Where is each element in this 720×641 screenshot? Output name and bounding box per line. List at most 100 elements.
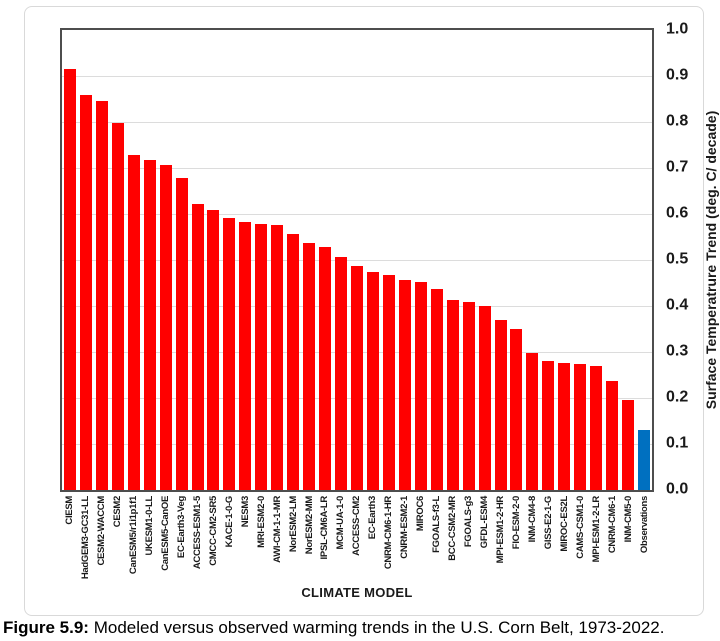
x-tick-label: MRI-ESM2-0	[255, 496, 267, 548]
x-tick-cell: ACCESS-ESM1-5	[190, 496, 206, 588]
x-tick-label: INM-CM5-0	[622, 496, 634, 543]
bar-GFDL-ESM4	[478, 306, 491, 490]
x-tick-label: CNRM-ESM2-1	[399, 496, 411, 559]
x-tick-label: KACE-1-0-G	[223, 496, 235, 548]
bar-MCM-UA-1-0	[335, 256, 348, 490]
x-tick-label: ACCESS-CM2	[351, 496, 363, 556]
bar-EC-Earth3-Veg	[175, 177, 188, 490]
bar-MRI-ESM2-0	[255, 223, 268, 490]
x-tick-label: CanESM5/r1i1p1f1	[128, 496, 140, 575]
bar-NESM3	[239, 221, 252, 490]
x-tick-label: Observations	[638, 496, 650, 554]
x-tick-label: FGOALS-f3-L	[431, 496, 443, 553]
x-tick-label: CMCC-CM2-SR5	[207, 496, 219, 566]
y-tick-label: 0.2	[666, 388, 689, 406]
x-tick-cell: IPSL-CM6A-LR	[317, 496, 333, 588]
x-tick-cell: INM-CM5-0	[620, 496, 636, 588]
bar-CNRM-CM6-1-HR	[382, 275, 395, 490]
x-tick-label: MPI-ESM1-2-LR	[590, 496, 602, 563]
x-tick-cell: MRI-ESM2-0	[253, 496, 269, 588]
bar-NorESM2-MM	[303, 242, 316, 490]
x-tick-cell: CanESM5/r1i1p1f1	[126, 496, 142, 588]
x-tick-cell: NorESM2-MM	[301, 496, 317, 588]
x-tick-cell: MIROC6	[413, 496, 429, 588]
x-tick-cell: BCC-CSM2-MR	[445, 496, 461, 588]
bar-MPI-ESM1-2-HR	[494, 320, 507, 490]
x-tick-label: HadGEM3-GC31-LL	[80, 496, 92, 580]
y-tick-label: 0.8	[666, 112, 689, 130]
plot-area	[60, 28, 654, 492]
x-axis-title: CLIMATE MODEL	[301, 585, 413, 600]
y-axis-title: Surface Temperatrure Trend (deg. C/ deca…	[703, 110, 719, 410]
bar-GISS-E2-1-G	[542, 360, 555, 490]
bar-ACCESS-ESM1-5	[191, 203, 204, 490]
figure-caption-text: Modeled versus observed warming trends i…	[93, 618, 665, 637]
x-tick-label: NESM3	[239, 496, 251, 528]
x-tick-cell: HadGEM3-GC31-LL	[78, 496, 94, 588]
y-tick-label: 0.6	[666, 204, 689, 222]
x-tick-label: EC-Earth3	[367, 496, 379, 540]
y-tick-label: 0.0	[666, 480, 689, 498]
bar-CESM2	[111, 122, 124, 490]
x-tick-cell: INM-CM4-8	[525, 496, 541, 588]
x-tick-cell: EC-Earth3-Veg	[174, 496, 190, 588]
bar-MIROC6	[414, 281, 427, 490]
bar-AWI-CM-1-1-MR	[271, 225, 284, 490]
x-tick-cell: GISS-E2-1-G	[541, 496, 557, 588]
y-tick-label: 0.7	[666, 158, 689, 176]
bar-CESM2-WACCM	[95, 101, 108, 490]
x-tick-label: CAMS-CSM1-0	[574, 496, 586, 559]
bar-observations	[638, 429, 651, 490]
gridline	[62, 76, 652, 77]
x-tick-cell: EC-Earth3	[365, 496, 381, 588]
x-tick-label: GISS-E2-1-G	[542, 496, 554, 550]
y-tick-label: 0.4	[666, 296, 689, 314]
y-tick-label: 0.3	[666, 342, 689, 360]
x-tick-label: CESM2-WACCM	[96, 496, 108, 566]
figure-caption: Figure 5.9: Modeled versus observed warm…	[3, 618, 717, 638]
bar-BCC-CSM2-MR	[446, 299, 459, 490]
x-tick-cell: NESM3	[237, 496, 253, 588]
y-tick-label: 0.9	[666, 66, 689, 84]
bar-CMCC-CM2-SR5	[207, 209, 220, 490]
bar-IPSL-CM6A-LR	[319, 247, 332, 490]
x-tick-label: AWI-CM-1-1-MR	[271, 496, 283, 563]
x-tick-cell: CESM2-WACCM	[94, 496, 110, 588]
x-tick-label: CanESM5-CanOE	[159, 496, 171, 571]
y-tick-label: 1.0	[666, 20, 689, 38]
x-axis-tick-labels: CIESM HadGEM3-GC31-LL CESM2-WACCM CESM2 CanE…	[62, 496, 652, 588]
gridline	[62, 260, 652, 261]
x-tick-label: BCC-CSM2-MR	[447, 496, 459, 561]
x-tick-cell: MPI-ESM1-2-LR	[588, 496, 604, 588]
x-tick-cell: MIROC-ES2L	[557, 496, 573, 588]
bar-UKESM1-0-LL	[143, 159, 156, 490]
bar-CIESM	[63, 69, 76, 490]
x-tick-cell: CNRM-CM6-1-HR	[381, 496, 397, 588]
x-tick-cell: FGOALS-f3-L	[429, 496, 445, 588]
y-tick-label: 0.5	[666, 250, 689, 268]
x-tick-label: CNRM-CM6-1-HR	[383, 496, 395, 570]
bar-FGOALS-g3	[462, 302, 475, 490]
x-tick-cell: MCM-UA-1-0	[333, 496, 349, 588]
bar-NorESM2-LM	[287, 234, 300, 490]
bar-INM-CM5-0	[622, 399, 635, 490]
x-tick-label: NorESM2-LM	[287, 496, 299, 553]
x-tick-label: FGOALS-g3	[463, 496, 475, 548]
x-tick-cell: FIO-ESM-2-0	[509, 496, 525, 588]
x-tick-cell: ACCESS-CM2	[349, 496, 365, 588]
x-tick-label: FIO-ESM-2-0	[510, 496, 522, 550]
x-tick-label: ACCESS-ESM1-5	[191, 496, 203, 570]
bar-HadGEM3-GC31-LL	[79, 95, 92, 490]
gridline	[62, 122, 652, 123]
x-tick-cell: AWI-CM-1-1-MR	[269, 496, 285, 588]
x-tick-label: CESM2	[112, 496, 124, 528]
x-tick-cell: CAMS-CSM1-0	[573, 496, 589, 588]
bar-FIO-ESM-2-0	[510, 329, 523, 490]
bar-CNRM-ESM2-1	[398, 280, 411, 490]
x-tick-label: UKESM1-0-LL	[143, 496, 155, 556]
x-tick-cell: MPI-ESM1-2-HR	[493, 496, 509, 588]
y-tick-label: 0.1	[666, 434, 689, 452]
bar-MPI-ESM1-2-LR	[590, 365, 603, 490]
x-tick-label: EC-Earth3-Veg	[175, 496, 187, 559]
